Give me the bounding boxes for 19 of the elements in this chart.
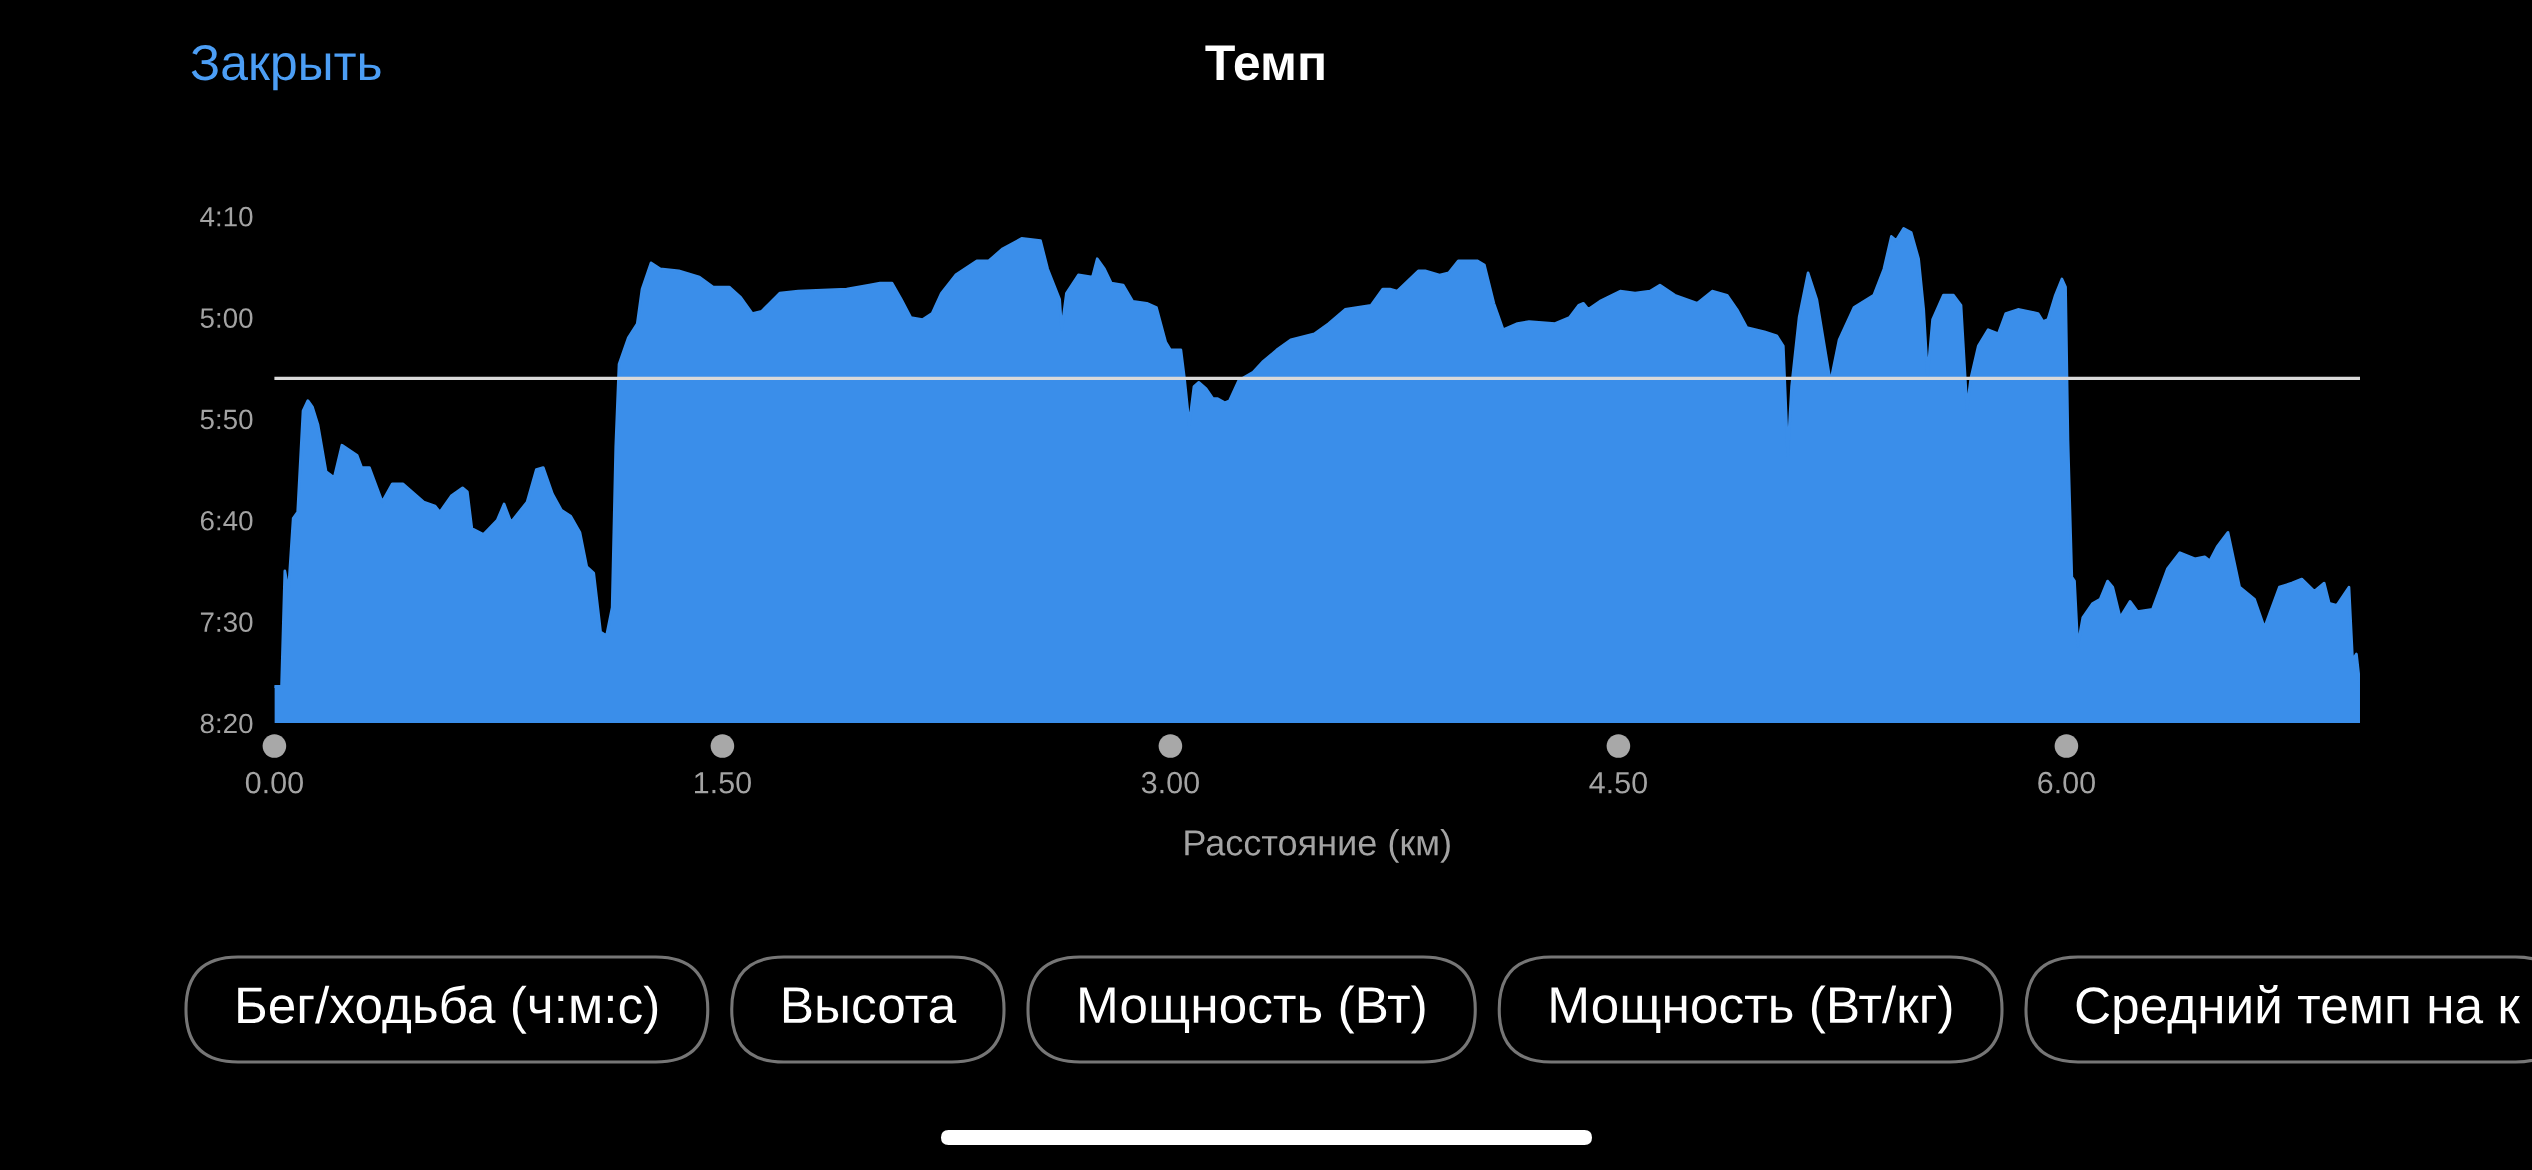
text: Бег/ходьба (ч:м:с) bbox=[238, 985, 658, 1034]
x-tick-label: 1.50 bbox=[695, 771, 751, 794]
x-tick-label: 0.00 bbox=[245, 771, 303, 794]
y-tick-label: 6:40 bbox=[200, 510, 253, 531]
y-tick-label: 8:20 bbox=[200, 713, 253, 734]
y-tick-label: 7:30 bbox=[200, 612, 253, 632]
x-axis-title: Расстояние (км) bbox=[1185, 829, 1450, 863]
y-tick-label: 5:00 bbox=[200, 308, 253, 328]
text: Мощность (Вт) bbox=[1080, 985, 1425, 1034]
text: Мощность (Вт/кг) bbox=[1551, 985, 1952, 1034]
chart-title: Темп bbox=[1205, 45, 1324, 81]
y-tick-label: 5:50 bbox=[200, 409, 253, 430]
text: Закрыть bbox=[191, 45, 381, 91]
text: Высота bbox=[783, 987, 957, 1024]
x-tick-label: 6.00 bbox=[2038, 771, 2095, 794]
x-tick-label: 4.50 bbox=[1589, 771, 1647, 794]
x-tick-label: 3.00 bbox=[1141, 771, 1199, 794]
y-tick-label: 4:10 bbox=[200, 206, 253, 227]
text: Средний темп на к bbox=[2076, 985, 2521, 1034]
